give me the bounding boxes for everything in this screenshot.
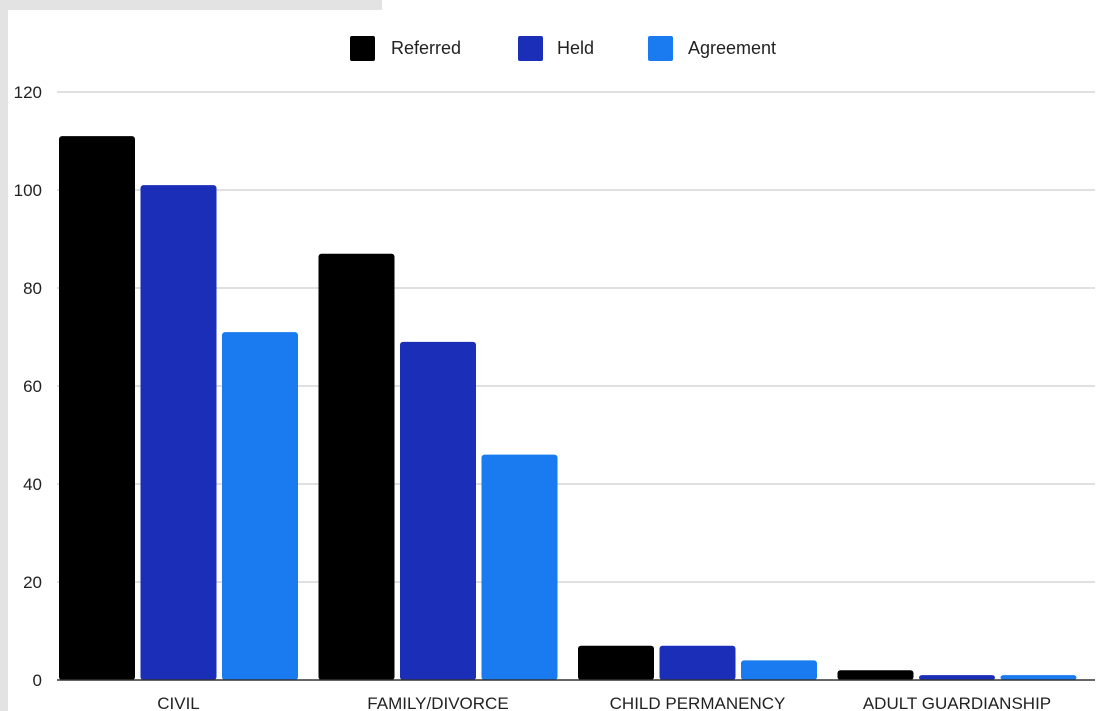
bars <box>59 136 1077 681</box>
bar-agreement-2 <box>741 660 817 680</box>
bar-held-0 <box>140 185 217 680</box>
legend-label-referred: Referred <box>391 38 461 58</box>
x-tick-label-1: FAMILY/DIVORCE <box>367 694 508 711</box>
y-tick-label-60: 60 <box>23 377 42 396</box>
x-tick-label-2: CHILD PERMANENCY <box>610 694 786 711</box>
bar-referred-2 <box>578 645 654 680</box>
gridlines <box>57 91 1095 583</box>
legend: Referred Held Agreement <box>350 36 776 61</box>
bar-held-3 <box>919 675 995 680</box>
y-tick-label-40: 40 <box>23 475 42 494</box>
legend-swatch-referred <box>350 36 375 61</box>
bar-agreement-3 <box>1000 675 1077 680</box>
axes: 0 20 40 60 80 100 120 CIVIL FAMILY/DIVORCE CHILD … <box>14 83 1095 711</box>
bar-referred-1 <box>318 253 395 680</box>
y-tick-label-80: 80 <box>23 279 42 298</box>
legend-swatch-held <box>518 36 543 61</box>
frame-left-band <box>0 0 8 711</box>
y-tick-label-20: 20 <box>23 573 42 592</box>
frame-top-band <box>0 0 382 10</box>
bar-agreement-0 <box>222 332 298 680</box>
legend-label-held: Held <box>557 38 594 58</box>
bar-referred-0 <box>59 136 135 681</box>
bar-referred-3 <box>837 670 914 680</box>
bar-held-1 <box>400 341 476 680</box>
legend-label-agreement: Agreement <box>688 38 776 58</box>
bar-held-2 <box>659 645 736 680</box>
y-tick-label-100: 100 <box>14 181 42 200</box>
bar-agreement-1 <box>481 454 558 680</box>
x-tick-label-3: ADULT GUARDIANSHIP <box>863 694 1051 711</box>
y-tick-label-120: 120 <box>14 83 42 102</box>
x-tick-label-0: CIVIL <box>157 694 200 711</box>
y-tick-label-0: 0 <box>33 671 42 690</box>
legend-swatch-agreement <box>648 36 673 61</box>
